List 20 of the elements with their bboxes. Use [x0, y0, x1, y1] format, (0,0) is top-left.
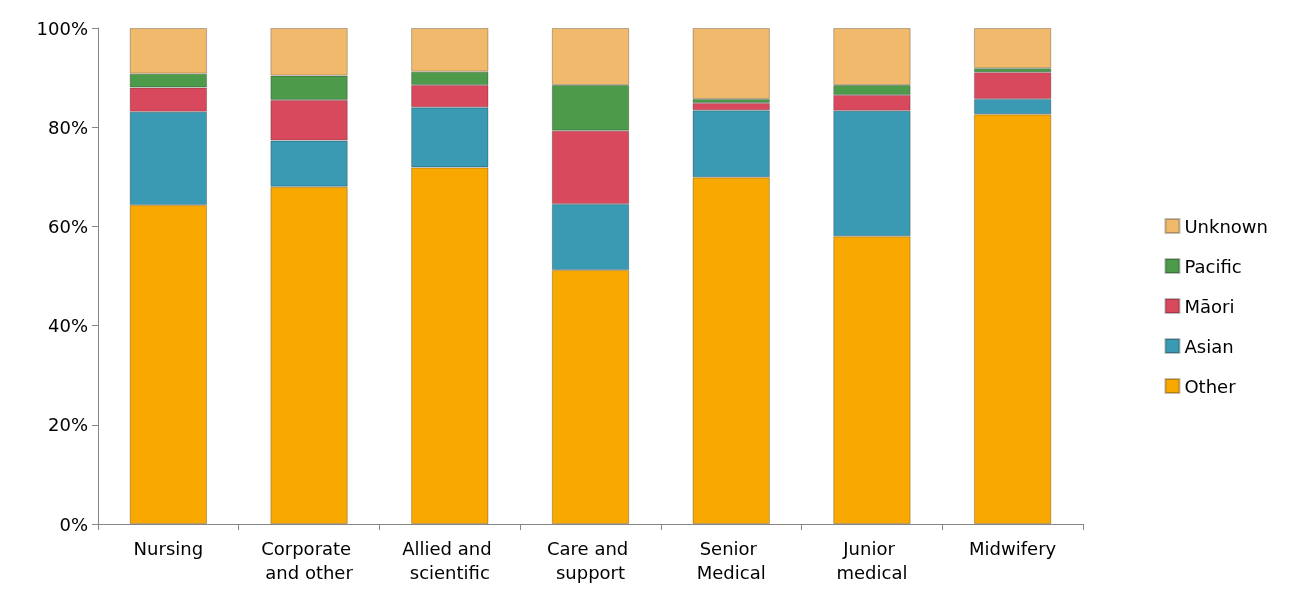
y-tick-label: 80% — [47, 116, 88, 138]
legend-label: Other — [1184, 375, 1237, 397]
y-tick-label: 40% — [47, 315, 88, 337]
x-tick-label: Care and support — [547, 537, 634, 583]
y-tick-label: 60% — [47, 215, 88, 237]
x-tick-label: Midwifery — [969, 537, 1057, 559]
x-tick-label: Senior Medical — [696, 537, 766, 583]
legend-label: Māori — [1184, 295, 1235, 317]
legend-label: Unknown — [1184, 215, 1268, 237]
legend-label: Pacific — [1184, 255, 1242, 277]
bar — [973, 28, 1052, 69]
x-tick-label: Corporate and other — [261, 537, 357, 583]
x-tick-label: Allied and scientific — [402, 537, 498, 583]
x-tick-label: Junior medical — [836, 537, 908, 583]
y-tick-label: 20% — [47, 414, 88, 436]
bar — [692, 28, 770, 99]
legend-label: Asian — [1184, 335, 1234, 357]
y-tick-label: 100% — [36, 17, 88, 39]
y-tick-label: 0% — [59, 513, 88, 535]
x-tick-label: Nursing — [133, 537, 204, 559]
